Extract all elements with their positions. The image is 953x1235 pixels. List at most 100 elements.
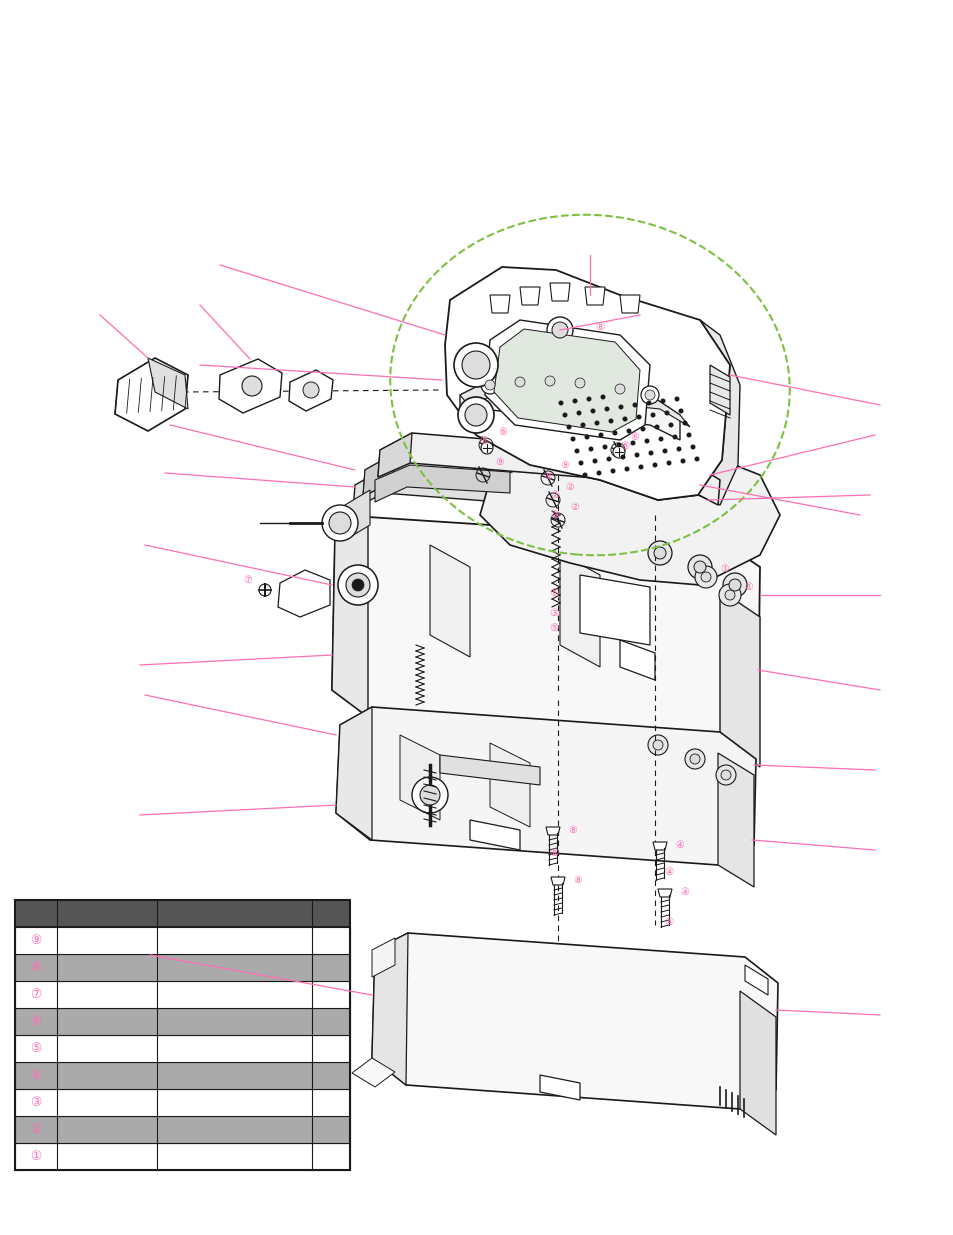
Circle shape xyxy=(719,584,740,606)
Circle shape xyxy=(480,375,498,394)
Circle shape xyxy=(576,410,581,415)
Circle shape xyxy=(661,448,667,453)
Polygon shape xyxy=(335,706,755,864)
Circle shape xyxy=(619,454,625,459)
Polygon shape xyxy=(363,453,714,525)
Circle shape xyxy=(594,420,598,426)
Circle shape xyxy=(652,462,657,468)
Circle shape xyxy=(599,394,605,399)
Text: ④: ④ xyxy=(675,840,683,850)
Bar xyxy=(15,927,350,953)
Polygon shape xyxy=(345,490,370,540)
Circle shape xyxy=(668,422,673,427)
Bar xyxy=(15,900,350,1170)
Bar xyxy=(15,1116,350,1144)
Text: ⑧: ⑧ xyxy=(567,825,577,835)
Circle shape xyxy=(572,399,577,404)
Circle shape xyxy=(647,541,671,564)
Circle shape xyxy=(624,467,629,472)
Circle shape xyxy=(626,429,631,433)
Circle shape xyxy=(728,579,740,592)
Bar xyxy=(15,1089,350,1116)
Polygon shape xyxy=(459,380,689,427)
Text: ⑥: ⑥ xyxy=(478,436,488,446)
Polygon shape xyxy=(545,827,559,835)
Polygon shape xyxy=(372,932,408,1086)
Bar xyxy=(15,1008,350,1035)
Circle shape xyxy=(566,425,571,430)
Circle shape xyxy=(613,446,624,458)
Text: ②: ② xyxy=(569,501,578,513)
Text: ④: ④ xyxy=(663,918,673,927)
Circle shape xyxy=(586,396,591,401)
Polygon shape xyxy=(363,453,395,496)
Text: ⑤: ⑤ xyxy=(549,588,558,598)
Circle shape xyxy=(461,351,490,379)
Circle shape xyxy=(588,447,593,452)
Polygon shape xyxy=(430,545,470,657)
Circle shape xyxy=(700,572,710,582)
Circle shape xyxy=(602,445,607,450)
Polygon shape xyxy=(490,295,510,312)
Polygon shape xyxy=(277,571,330,618)
Circle shape xyxy=(579,422,585,427)
Circle shape xyxy=(578,461,583,466)
Circle shape xyxy=(584,435,589,440)
Circle shape xyxy=(693,561,705,573)
Circle shape xyxy=(679,458,685,463)
Bar xyxy=(15,981,350,1008)
Polygon shape xyxy=(352,1058,395,1087)
Circle shape xyxy=(644,390,655,400)
Polygon shape xyxy=(115,358,188,431)
Circle shape xyxy=(480,442,493,454)
Circle shape xyxy=(242,375,262,396)
Circle shape xyxy=(419,785,439,805)
Text: ①: ① xyxy=(743,582,752,592)
Polygon shape xyxy=(579,576,649,645)
Polygon shape xyxy=(289,370,333,411)
Text: ⑥: ⑥ xyxy=(497,427,506,437)
Circle shape xyxy=(724,590,734,600)
Text: ⑧: ⑧ xyxy=(30,961,42,974)
Circle shape xyxy=(598,432,603,437)
Polygon shape xyxy=(332,517,760,740)
Circle shape xyxy=(329,513,351,534)
Text: ③: ③ xyxy=(30,1095,42,1109)
Circle shape xyxy=(454,343,497,387)
Polygon shape xyxy=(332,517,368,718)
Circle shape xyxy=(690,445,695,450)
Circle shape xyxy=(322,505,357,541)
Polygon shape xyxy=(372,939,395,977)
Circle shape xyxy=(464,404,486,426)
Polygon shape xyxy=(658,889,671,897)
Polygon shape xyxy=(494,329,639,432)
Circle shape xyxy=(544,375,555,387)
Circle shape xyxy=(610,468,615,473)
Polygon shape xyxy=(490,743,530,827)
Circle shape xyxy=(352,579,364,592)
Circle shape xyxy=(258,584,271,597)
Circle shape xyxy=(654,547,665,559)
Circle shape xyxy=(484,380,495,390)
Polygon shape xyxy=(444,267,729,500)
Circle shape xyxy=(303,382,318,398)
Circle shape xyxy=(545,370,565,390)
Circle shape xyxy=(612,431,617,436)
Circle shape xyxy=(546,317,573,343)
Polygon shape xyxy=(551,877,564,885)
Polygon shape xyxy=(372,932,778,1109)
Polygon shape xyxy=(377,433,720,505)
Text: ②: ② xyxy=(30,1123,42,1136)
Circle shape xyxy=(664,410,669,415)
Circle shape xyxy=(676,447,680,452)
Text: ⑨: ⑨ xyxy=(543,471,552,480)
Circle shape xyxy=(695,566,717,588)
Circle shape xyxy=(608,419,613,424)
Polygon shape xyxy=(353,468,709,540)
Polygon shape xyxy=(219,359,282,412)
Text: ⑥: ⑥ xyxy=(30,1015,42,1028)
Circle shape xyxy=(618,405,623,410)
Text: ②: ② xyxy=(550,490,559,500)
Polygon shape xyxy=(399,735,439,820)
Circle shape xyxy=(582,473,587,478)
